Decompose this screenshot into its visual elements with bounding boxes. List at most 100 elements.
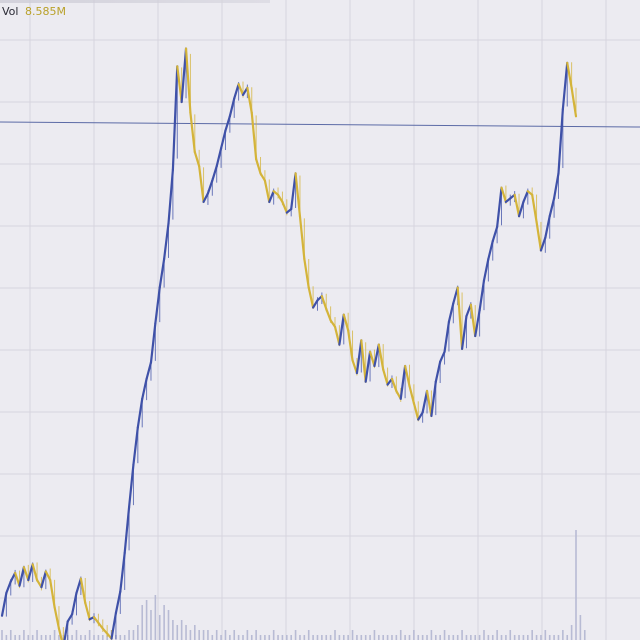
volume-bar — [312, 635, 314, 640]
volume-bar — [268, 635, 271, 640]
price-segment-up — [544, 215, 551, 239]
price-segment-up — [491, 225, 499, 243]
volume-bar — [505, 635, 507, 640]
price-segment-down — [342, 313, 350, 332]
volume-bar — [351, 630, 354, 640]
volume-bar — [395, 635, 398, 640]
price-segment-down — [97, 621, 104, 630]
volume-bar — [325, 635, 328, 640]
price-segment-down — [263, 179, 271, 204]
volume-bar — [329, 635, 332, 640]
price-segment-up — [561, 61, 569, 111]
price-segment-up — [373, 343, 380, 368]
price-segment-up — [517, 200, 525, 218]
price-segment-down — [298, 215, 306, 261]
volume-bar — [478, 635, 481, 640]
volume-bar — [404, 635, 406, 640]
volume-bar — [474, 635, 477, 640]
volume-bar — [391, 635, 393, 640]
volume-bar — [101, 635, 104, 640]
price-segment-up — [202, 192, 210, 204]
price-segment-down — [325, 307, 332, 322]
price-segment-down — [456, 286, 464, 351]
volume-bar — [382, 635, 385, 640]
price-segment-up — [430, 380, 437, 418]
volume-bar — [426, 635, 428, 640]
volume-bar — [491, 635, 494, 640]
price-segment-down — [276, 193, 284, 204]
price-segment-down — [53, 606, 61, 630]
volume-bar — [137, 625, 139, 640]
volume-bar — [193, 625, 196, 640]
volume-readout: Vol 8.585M — [2, 5, 66, 19]
price-segment-down — [92, 616, 100, 624]
volume-bar — [36, 630, 38, 640]
price-segment-up — [421, 389, 429, 414]
price-segment-down — [307, 286, 315, 309]
price-segment-up — [399, 364, 407, 400]
price-segment-up — [311, 299, 319, 309]
price-segment-up — [539, 236, 547, 252]
price-segment-up — [123, 506, 131, 555]
price-segment-down — [294, 172, 302, 218]
volume-bar — [97, 635, 100, 640]
price-segment-down — [500, 186, 507, 204]
price-segment-up — [132, 426, 139, 466]
volume-bar — [132, 630, 135, 640]
volume-bar — [378, 635, 380, 640]
price-segment-down — [329, 319, 337, 328]
volume-bar — [71, 635, 73, 640]
price-segment-up — [557, 108, 564, 175]
price-segment-up — [66, 613, 74, 623]
price-segment-up — [474, 309, 481, 338]
volume-bar — [434, 635, 437, 640]
price-segment-up — [552, 172, 560, 200]
volume-bar — [246, 630, 249, 640]
volume-bar — [215, 630, 218, 640]
volume-bar — [487, 635, 490, 640]
price-segment-down — [198, 165, 205, 204]
price-segment-up — [439, 350, 446, 363]
price-segment-up — [460, 314, 468, 351]
price-segment-up — [478, 279, 486, 312]
volume-bar — [290, 635, 292, 640]
price-segment-down — [14, 571, 21, 587]
volume-bar — [207, 630, 209, 640]
price-segment-up — [496, 186, 503, 229]
price-segment-up — [434, 360, 442, 383]
price-segment-up — [290, 172, 297, 211]
price-segment-up — [355, 339, 363, 375]
price-segment-up — [228, 97, 236, 118]
price-segment-down — [382, 368, 389, 386]
volume-bar — [496, 630, 498, 640]
volume-bar — [316, 635, 319, 640]
volume-bar — [93, 635, 95, 640]
price-segment-down — [412, 402, 420, 421]
volume-bar — [224, 630, 227, 640]
price-segment-up — [548, 197, 556, 218]
price-series — [0, 47, 578, 640]
price-segment-down — [390, 377, 398, 393]
volume-bar — [408, 635, 411, 640]
volume-bar — [272, 630, 275, 640]
volume-bar — [233, 630, 236, 640]
price-segment-down — [237, 83, 245, 97]
price-segment-up — [40, 570, 47, 589]
volume-bar — [185, 625, 187, 640]
volume-bar — [119, 635, 122, 640]
volume-bar — [27, 635, 30, 640]
volume-bar — [540, 635, 542, 640]
price-segment-down — [189, 111, 196, 154]
price-segment-up — [75, 577, 82, 595]
volume-bar — [106, 635, 108, 640]
price-segment-down — [303, 257, 310, 289]
volume-bar — [448, 635, 450, 640]
price-segment-down — [101, 627, 109, 635]
volume-bar — [369, 635, 371, 640]
volume-bar — [544, 630, 547, 640]
volume-bar — [518, 635, 520, 640]
price-segment-down — [333, 325, 341, 346]
